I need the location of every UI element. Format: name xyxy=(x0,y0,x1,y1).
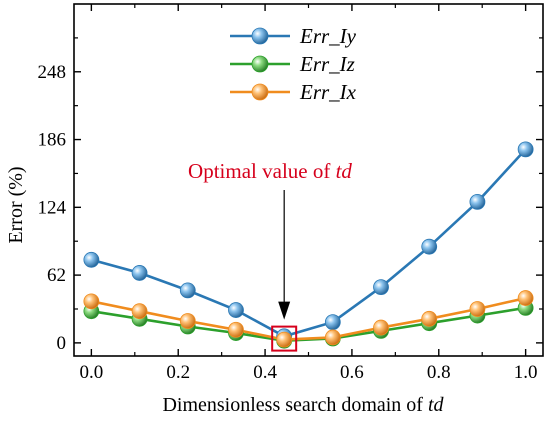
series-point-2-7 xyxy=(421,310,438,327)
series-point-2-9 xyxy=(517,290,534,306)
series-point-2-8 xyxy=(469,301,486,317)
series-point-0-2 xyxy=(179,282,196,299)
series-point-2-0 xyxy=(83,293,100,310)
series-point-2-3 xyxy=(228,321,244,338)
y-tick-label-4: 248 xyxy=(38,62,67,83)
series-point-2-4 xyxy=(276,331,293,348)
axes: 0.0 0.2 0.4 0.6 0.8 1.0 0 62 124 186 248 xyxy=(38,3,544,383)
legend-marker-0 xyxy=(251,27,269,45)
x-tick-label-1: 0.2 xyxy=(166,362,190,383)
series-point-2-6 xyxy=(373,319,389,336)
annotation: Optimal value of td xyxy=(188,159,352,352)
y-tick-label-3: 186 xyxy=(38,130,67,151)
series-point-0-3 xyxy=(228,302,244,318)
series-line-0 xyxy=(91,148,527,338)
plot-area xyxy=(83,141,534,349)
legend-label-2: Err_Ix xyxy=(299,80,357,104)
series-point-0-9 xyxy=(517,141,534,158)
y-axis-title: Error (%) xyxy=(5,166,27,243)
series-point-0-5 xyxy=(324,314,341,331)
legend-marker-1 xyxy=(251,55,269,73)
series-point-0-1 xyxy=(131,265,148,281)
series-point-2-5 xyxy=(324,329,341,346)
legend-marker-2 xyxy=(251,83,269,101)
legend-label-0: Err_Iy xyxy=(299,24,357,48)
series-point-0-7 xyxy=(421,238,438,255)
annotation-label: Optimal value of td xyxy=(188,159,352,183)
series-point-2-1 xyxy=(131,303,148,320)
y-tick-label-1: 62 xyxy=(47,265,66,286)
annotation-highlight-box xyxy=(271,325,298,352)
series-point-2-2 xyxy=(179,313,196,329)
series-line-2 xyxy=(91,296,526,341)
legend-label-1: Err_Iz xyxy=(299,52,355,76)
series-point-0-8 xyxy=(469,193,486,210)
annotation-arrowhead xyxy=(278,301,291,320)
x-tick-label-0: 0.0 xyxy=(79,362,103,383)
y-tick-label-2: 124 xyxy=(38,197,67,218)
x-tick-label-5: 1.0 xyxy=(514,362,538,383)
legend: Err_Iy Err_Iz Err_Ix xyxy=(230,24,357,104)
y-tick-label-0: 0 xyxy=(57,333,67,354)
x-tick-label-2: 0.4 xyxy=(253,362,277,383)
x-tick-label-3: 0.6 xyxy=(340,362,364,383)
x-tick-label-4: 0.8 xyxy=(427,362,451,383)
x-axis-title: Dimensionless search domain of td xyxy=(162,394,444,416)
series-point-0-0 xyxy=(83,251,100,268)
series-point-0-6 xyxy=(373,279,389,296)
